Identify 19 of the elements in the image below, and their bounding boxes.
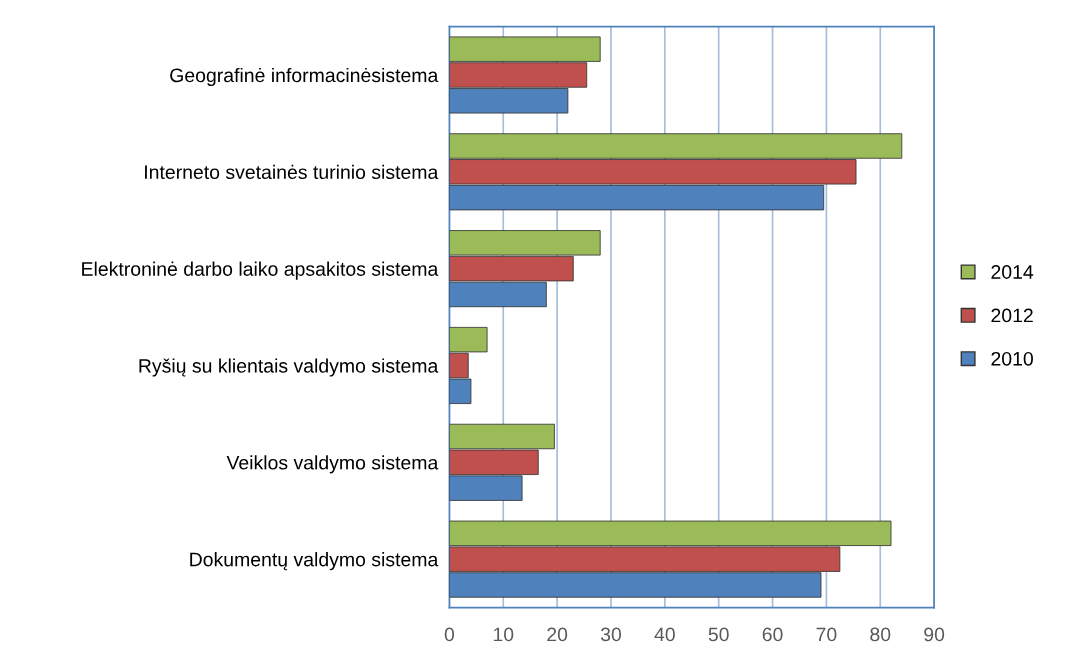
x-tick-label: 0 [444, 627, 455, 642]
y-tick-label: Ryšių su klientais valdymo sistema [139, 358, 439, 377]
x-tick-label: 80 [870, 627, 891, 642]
legend-label: 2012 [991, 308, 1033, 323]
y-tick-label: Veiklos valdymo sistema [226, 455, 439, 474]
y-tick-label: Interneto svetainės turinio sistema [145, 164, 439, 180]
x-tick-label: 10 [493, 627, 514, 642]
x-tick-label: 90 [924, 627, 945, 642]
legend-label: 2014 [991, 265, 1034, 279]
x-tick-label: 50 [708, 627, 729, 642]
x-tick-label: 30 [600, 627, 622, 642]
y-tick-label: Geografinė informacinėsistema [170, 67, 439, 87]
y-tick-label: Elektroninė darbo laiko apsakitos sistema [82, 261, 439, 280]
y-tick-label: Dokumentų valdymo sistema [190, 552, 439, 571]
x-tick-label: 60 [762, 627, 783, 642]
x-tick-label: 20 [547, 627, 568, 642]
legend-label: 2010 [991, 351, 1033, 366]
x-tick-label: 40 [654, 627, 675, 642]
x-tick-label: 70 [816, 627, 837, 642]
